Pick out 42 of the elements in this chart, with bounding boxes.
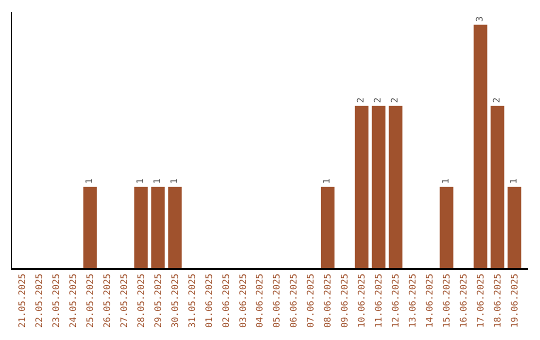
x-tick-label: 31.05.2025	[188, 274, 198, 328]
x-tick-label: 11.06.2025	[374, 274, 385, 328]
x-tick-label: 13.06.2025	[408, 274, 419, 328]
x-tick-label: 09.06.2025	[340, 274, 351, 328]
data-label: 1	[170, 178, 180, 184]
x-tick-label: 17.06.2025	[476, 274, 486, 328]
data-label: 1	[322, 178, 333, 184]
data-label: 1	[442, 178, 452, 184]
x-tick-label: 24.05.2025	[69, 274, 80, 328]
data-label: 1	[136, 178, 146, 184]
data-label: 3	[475, 16, 486, 22]
data-label: 1	[509, 178, 520, 184]
x-tick-label: 27.05.2025	[120, 274, 130, 328]
x-tick-label: 10.06.2025	[358, 274, 368, 328]
x-tick-label: 30.05.2025	[170, 274, 181, 328]
x-tick-label: 28.05.2025	[136, 274, 147, 328]
x-tick-label: 26.05.2025	[102, 274, 113, 328]
x-tick-label: 15.06.2025	[442, 274, 452, 328]
data-label: 2	[390, 97, 401, 103]
x-tick-label: 23.05.2025	[52, 274, 62, 328]
x-tick-label: 07.06.2025	[306, 274, 317, 328]
x-tick-label: 19.06.2025	[510, 274, 520, 328]
x-tick-label: 04.06.2025	[256, 274, 266, 328]
data-label: 1	[85, 178, 96, 184]
x-tick-label: 29.05.2025	[154, 274, 164, 328]
x-tick-label: 06.06.2025	[290, 274, 300, 328]
x-tick-label: 08.06.2025	[324, 274, 334, 328]
x-tick-label: 02.06.2025	[222, 274, 232, 328]
x-tick-label: 18.06.2025	[493, 274, 504, 328]
x-tick-label: 22.05.2025	[35, 274, 46, 328]
x-tick-label: 21.05.2025	[18, 274, 28, 328]
data-label: 2	[374, 97, 384, 103]
x-tick-label: 01.06.2025	[204, 274, 215, 328]
x-tick-label: 03.06.2025	[238, 274, 249, 328]
x-tick-label: 12.06.2025	[392, 274, 402, 328]
x-tick-label: 14.06.2025	[425, 274, 436, 328]
x-tick-label: 05.06.2025	[272, 274, 283, 328]
data-label: 1	[152, 178, 163, 184]
x-tick-label: 16.06.2025	[459, 274, 470, 328]
data-label: 2	[492, 97, 502, 103]
data-label: 2	[356, 97, 367, 103]
x-tick-label: 25.05.2025	[86, 274, 96, 328]
